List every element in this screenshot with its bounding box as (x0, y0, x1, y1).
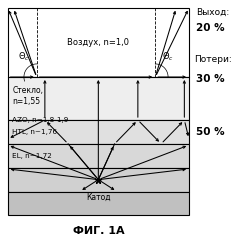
Text: 30 %: 30 % (196, 74, 225, 84)
Text: Стекло,
n=1,55: Стекло, n=1,55 (12, 86, 43, 106)
Text: AZO, n=1,8-1,9: AZO, n=1,8-1,9 (12, 117, 69, 123)
Bar (8, 144, 189, 168)
Text: Выход:: Выход: (196, 8, 229, 17)
Text: Воздух, n=1,0: Воздух, n=1,0 (67, 38, 129, 47)
Text: 50 %: 50 % (196, 127, 225, 137)
Bar (8, 192, 189, 216)
Text: 20 %: 20 % (196, 23, 225, 33)
Bar (8, 8, 189, 77)
Text: ФИГ. 1А: ФИГ. 1А (72, 226, 124, 236)
Bar (8, 77, 189, 120)
Text: EL, n~1,72: EL, n~1,72 (12, 153, 52, 159)
Text: HTL, n~1,76: HTL, n~1,76 (12, 129, 57, 135)
Text: Потери:: Потери: (194, 55, 231, 64)
Text: $\Theta_c$: $\Theta_c$ (162, 50, 174, 63)
Bar (8, 120, 189, 144)
Bar (8, 168, 189, 192)
Text: $\Theta_c$: $\Theta_c$ (18, 50, 30, 63)
Text: Катод: Катод (86, 193, 111, 202)
